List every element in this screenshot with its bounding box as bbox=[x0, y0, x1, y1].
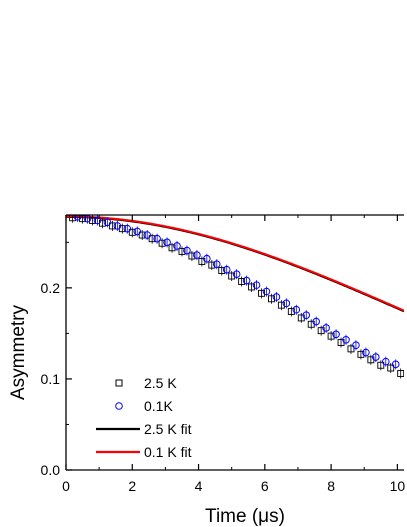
marker-square bbox=[218, 267, 226, 275]
marker-circle bbox=[252, 281, 261, 289]
marker-square bbox=[228, 272, 236, 280]
marker-circle bbox=[123, 224, 132, 233]
y-tick-label: 0.0 bbox=[41, 462, 61, 478]
x-tick-label: 8 bbox=[327, 478, 335, 494]
y-tick-label: 0.1 bbox=[41, 371, 61, 387]
marker-circle bbox=[113, 222, 122, 230]
x-axis-title: Time (μs) bbox=[205, 506, 285, 527]
marker-circle bbox=[322, 324, 330, 332]
marker-circle bbox=[212, 260, 221, 268]
marker-square bbox=[238, 278, 246, 285]
fit-line-0.1-k-fit bbox=[66, 215, 404, 312]
marker-circle bbox=[232, 270, 241, 278]
legend-label: 2.5 K bbox=[144, 375, 177, 391]
legend-label: 0.1 K fit bbox=[144, 444, 192, 460]
legend: 2.5 K 0.1K 2.5 K fit 0.1 K fit bbox=[96, 375, 192, 460]
marker-circle bbox=[93, 216, 102, 225]
marker-square bbox=[248, 283, 256, 291]
marker-circle bbox=[302, 311, 311, 319]
marker-square bbox=[108, 222, 116, 230]
y-tick-label: 0.2 bbox=[41, 280, 61, 296]
marker-square bbox=[158, 239, 166, 247]
marker-square bbox=[277, 301, 285, 309]
marker-square bbox=[268, 295, 275, 303]
marker-square bbox=[89, 217, 96, 224]
marker-square bbox=[387, 364, 395, 372]
marker-circle bbox=[372, 353, 380, 361]
legend-marker-circle bbox=[115, 402, 123, 410]
legend-marker-square bbox=[115, 379, 123, 387]
marker-circle bbox=[362, 348, 370, 357]
marker-circle bbox=[103, 218, 112, 227]
marker-square bbox=[377, 361, 385, 369]
marker-circle bbox=[292, 305, 301, 314]
marker-square bbox=[138, 231, 146, 239]
marker-square bbox=[178, 247, 186, 255]
fit-line-2.5-k-fit bbox=[66, 215, 404, 313]
marker-circle bbox=[312, 317, 320, 326]
marker-circle bbox=[153, 234, 161, 243]
x-tick-label: 10 bbox=[390, 478, 406, 494]
marker-square bbox=[347, 345, 355, 353]
marker-circle bbox=[342, 335, 350, 344]
marker-square bbox=[327, 332, 335, 340]
marker-circle bbox=[242, 276, 251, 285]
marker-circle bbox=[193, 251, 201, 259]
marker-circle bbox=[183, 246, 191, 255]
x-tick-label: 0 bbox=[62, 478, 70, 494]
x-tick-label: 2 bbox=[128, 478, 136, 494]
marker-circle bbox=[272, 293, 281, 301]
marker-circle bbox=[262, 287, 271, 296]
fit-lines bbox=[66, 215, 404, 313]
legend-label: 0.1K bbox=[144, 398, 173, 414]
y-axis-title: Asymmetry bbox=[8, 305, 29, 401]
axes: 0 2 4 6 8 10 0.0 0.1 0.2 Time (μs) Asymmetry bbox=[8, 214, 406, 527]
data-markers bbox=[69, 215, 404, 379]
marker-square bbox=[69, 215, 77, 222]
x-tick-label: 4 bbox=[195, 478, 203, 494]
marker-circle bbox=[73, 215, 82, 221]
marker-circle bbox=[381, 357, 390, 366]
marker-square bbox=[258, 289, 265, 297]
marker-circle bbox=[282, 299, 291, 308]
x-tick-label: 6 bbox=[261, 478, 269, 494]
marker-square bbox=[208, 261, 216, 269]
marker-circle bbox=[163, 238, 171, 247]
marker-circle bbox=[203, 254, 211, 263]
marker-square bbox=[287, 308, 295, 315]
marker-circle bbox=[143, 231, 151, 239]
marker-circle bbox=[391, 360, 400, 369]
marker-square bbox=[188, 252, 196, 260]
plot-area bbox=[66, 215, 404, 379]
marker-circle bbox=[222, 265, 231, 274]
legend-label: 2.5 K fit bbox=[144, 421, 192, 437]
marker-square bbox=[168, 244, 176, 252]
marker-square bbox=[128, 228, 136, 236]
marker-circle bbox=[133, 227, 142, 236]
marker-square bbox=[357, 350, 365, 358]
marker-circle bbox=[332, 330, 340, 339]
marker-circle bbox=[173, 242, 181, 250]
marker-square bbox=[148, 235, 156, 243]
marker-square bbox=[397, 370, 404, 377]
marker-circle bbox=[352, 341, 360, 350]
